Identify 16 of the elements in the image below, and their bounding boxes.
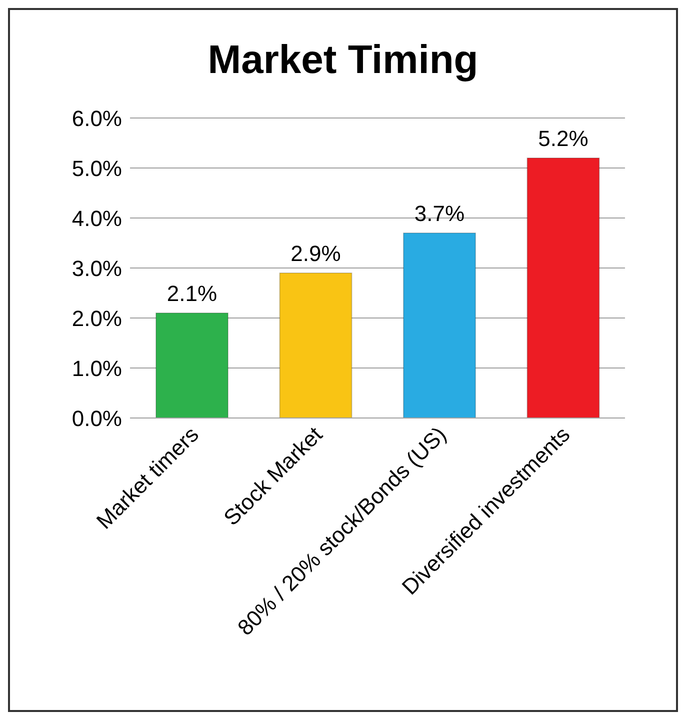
bar bbox=[155, 312, 228, 418]
data-label: 3.7% bbox=[414, 201, 465, 226]
y-tick-label: 6.0% bbox=[72, 106, 122, 131]
y-tick-label: 3.0% bbox=[72, 256, 122, 281]
y-tick-label: 0.0% bbox=[72, 406, 122, 431]
y-tick-label: 5.0% bbox=[72, 156, 122, 181]
bar bbox=[402, 232, 476, 418]
chart-title: Market Timing bbox=[206, 38, 480, 84]
y-tick-label: 2.0% bbox=[72, 306, 122, 331]
bar bbox=[526, 158, 600, 418]
data-label: 2.1% bbox=[166, 281, 218, 306]
data-label: 5.2% bbox=[538, 126, 588, 151]
data-label: 2.9% bbox=[290, 241, 341, 266]
y-tick-label: 4.0% bbox=[72, 206, 122, 231]
y-tick-label: 1.0% bbox=[72, 356, 122, 381]
bar bbox=[279, 272, 352, 418]
